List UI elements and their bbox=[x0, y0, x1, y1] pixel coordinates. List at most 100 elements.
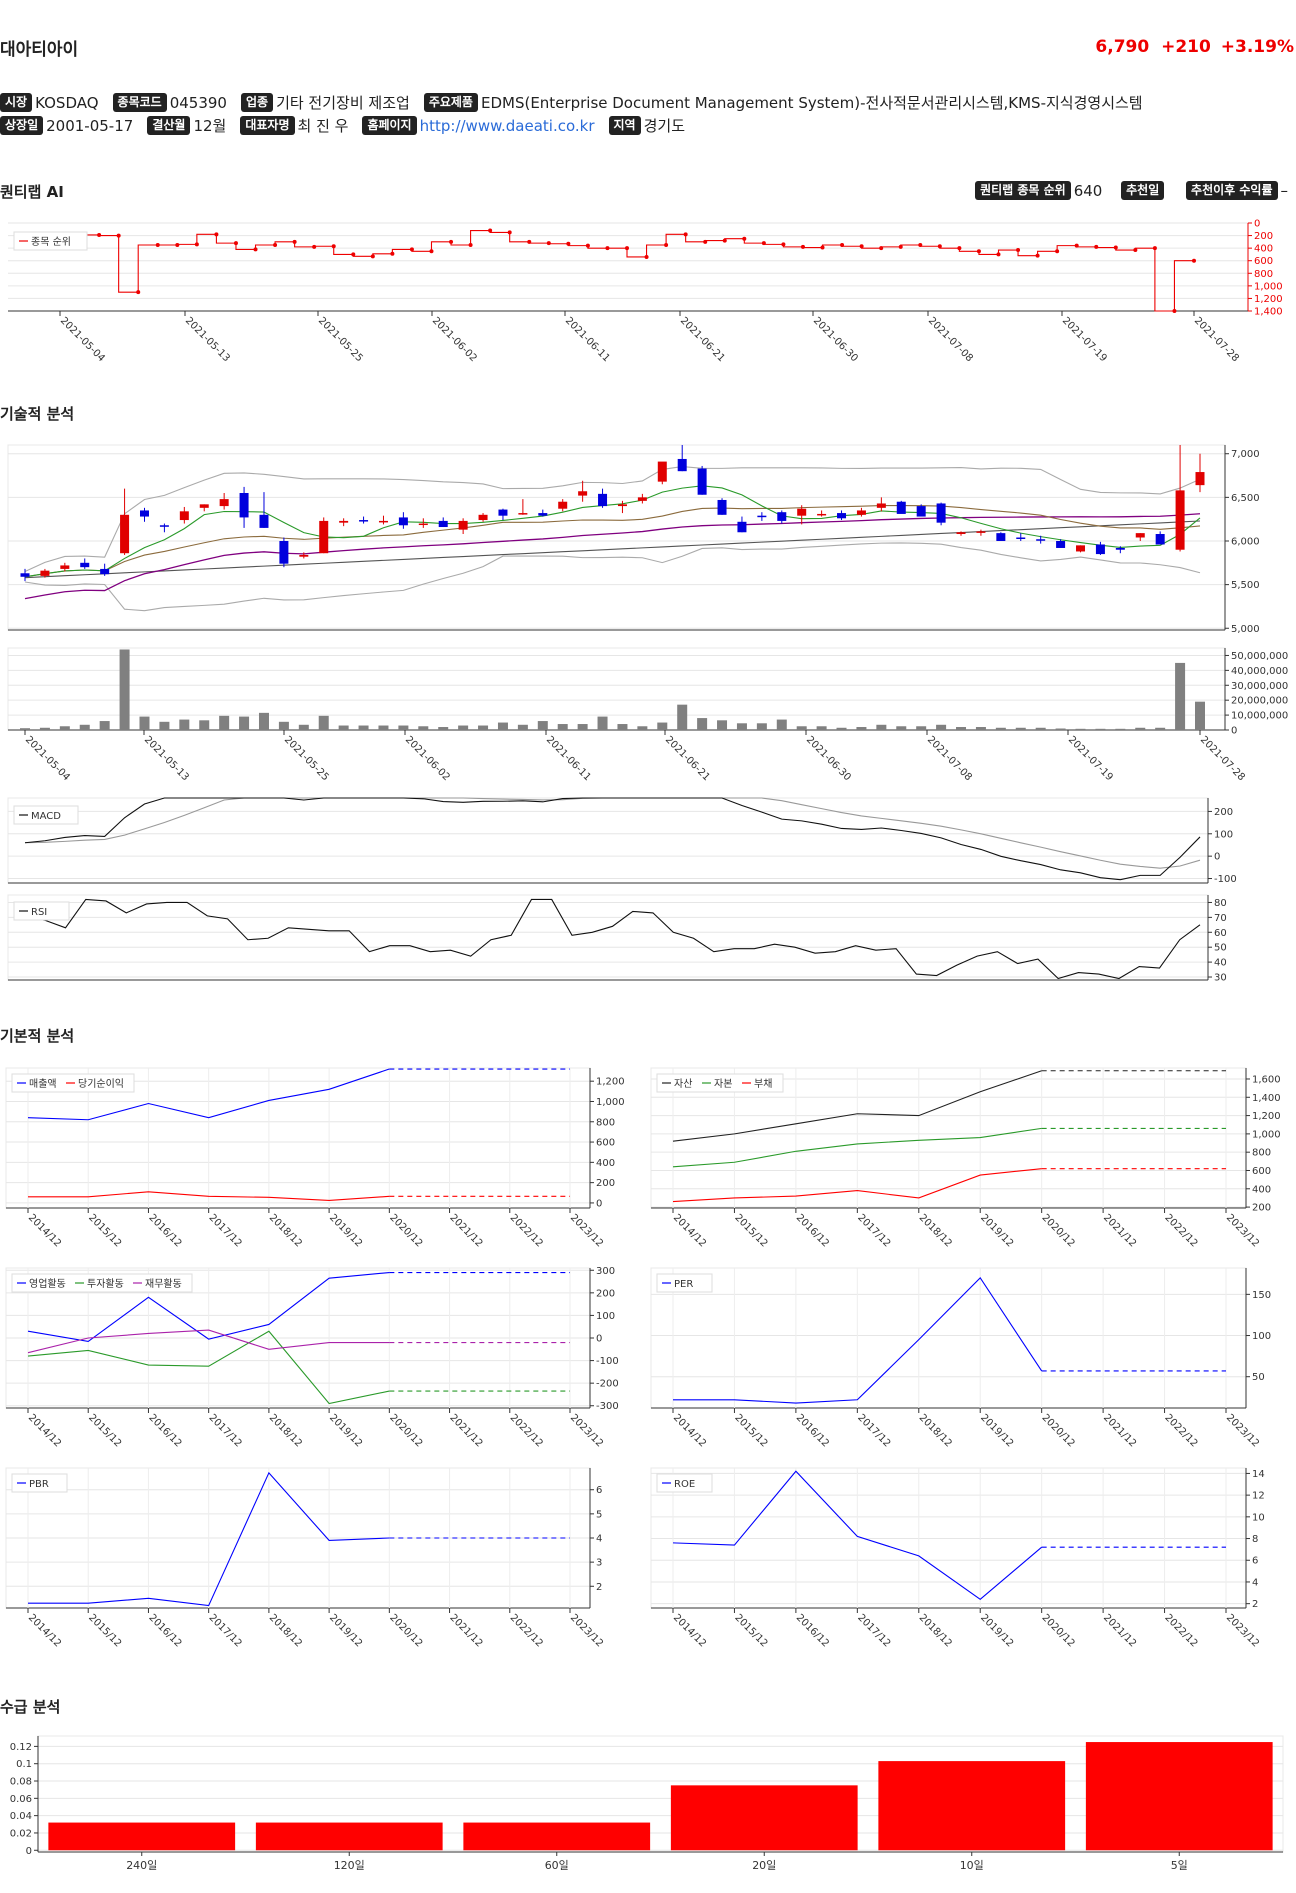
y-tick-label: 1,200 bbox=[1252, 1111, 1281, 1122]
rank-point bbox=[918, 243, 923, 247]
candle-body bbox=[856, 510, 866, 515]
candle-body bbox=[657, 461, 667, 482]
candle-body bbox=[279, 540, 289, 564]
volume-bar bbox=[1135, 727, 1146, 730]
info-value: 기타 전기장비 제조업 bbox=[276, 94, 410, 112]
rank-point bbox=[585, 243, 590, 248]
candle-body bbox=[1016, 537, 1026, 539]
info-label: 대표자명 bbox=[240, 116, 295, 135]
legend-box bbox=[11, 1473, 68, 1493]
x-tick-label: 2021-06-11 bbox=[563, 315, 612, 364]
volume-bar bbox=[398, 725, 409, 730]
x-tick-label: 2016/12 bbox=[794, 1412, 831, 1449]
rank-point bbox=[194, 242, 199, 247]
series-line bbox=[672, 1470, 1043, 1601]
bollinger-upper bbox=[24, 465, 1201, 573]
y-tick-label: 200 bbox=[596, 1288, 615, 1299]
y-tick-label: 6 bbox=[596, 1485, 602, 1496]
x-tick-label: 2018/12 bbox=[917, 1612, 954, 1649]
ma-120 bbox=[24, 513, 1201, 600]
y-tick-label: 2 bbox=[596, 1582, 602, 1593]
x-tick-label: 2020/12 bbox=[1040, 1212, 1077, 1249]
rank-point bbox=[1192, 258, 1196, 263]
info-label: 종목코드 bbox=[112, 93, 167, 112]
rank-point bbox=[1133, 248, 1138, 253]
legend-box bbox=[13, 231, 88, 251]
volume-bar bbox=[418, 726, 429, 730]
x-tick-label: 2023/12 bbox=[1224, 1212, 1261, 1249]
rank-point bbox=[957, 246, 962, 251]
homepage-link[interactable]: http://www.daeati.co.kr bbox=[419, 116, 595, 135]
x-tick-label: 2017/12 bbox=[855, 1412, 892, 1449]
y-tick-label: 7,000 bbox=[1231, 449, 1260, 460]
x-tick-label: 2020/12 bbox=[387, 1612, 424, 1649]
candle-body bbox=[1095, 544, 1105, 555]
y-tick-label: 0 bbox=[1214, 852, 1220, 863]
y-tick-label: 150 bbox=[1252, 1290, 1271, 1301]
x-tick-label: 2021-06-30 bbox=[804, 734, 853, 783]
y-tick-label: 3 bbox=[596, 1558, 602, 1569]
x-tick-label: 2019/12 bbox=[327, 1612, 364, 1649]
plot-area bbox=[7, 797, 1209, 884]
y-tick-label: 1,400 bbox=[1254, 307, 1283, 318]
y-tick-label: 400 bbox=[1254, 244, 1273, 255]
rank-point bbox=[1074, 243, 1079, 248]
info-row-1: 시장 KOSDAQ 종목코드 045390 업종 기타 전기장비 제조업 주요제품 EDMS(… bbox=[0, 92, 1157, 113]
volume-bar bbox=[896, 726, 907, 730]
candle-body bbox=[837, 513, 847, 519]
candle-body bbox=[418, 523, 428, 526]
legend-label: RSI bbox=[31, 907, 47, 918]
rank-point bbox=[683, 232, 688, 237]
rank-point bbox=[429, 249, 434, 254]
x-tick-label: 2016/12 bbox=[146, 1212, 183, 1249]
rank-point bbox=[840, 243, 845, 247]
volume-bar bbox=[258, 712, 269, 730]
legend-label: 매출액 bbox=[29, 1078, 57, 1090]
x-tick-label: 2015/12 bbox=[732, 1412, 769, 1449]
volume-bar bbox=[557, 724, 568, 730]
supply-bar bbox=[255, 1822, 443, 1851]
candle-body bbox=[179, 511, 189, 521]
y-tick-label: 40 bbox=[1214, 958, 1227, 969]
volume-bar bbox=[139, 716, 150, 730]
info-label: 업종 bbox=[240, 93, 274, 112]
candle-body bbox=[259, 514, 269, 528]
y-tick-label: 60 bbox=[1214, 928, 1227, 939]
info-value: 경기도 bbox=[643, 117, 685, 135]
rank-point bbox=[722, 238, 727, 243]
candle-body bbox=[538, 513, 548, 516]
x-tick-label: 2021-05-04 bbox=[58, 315, 107, 364]
rank-point bbox=[566, 241, 571, 246]
volume-bar bbox=[677, 704, 688, 730]
y-tick-label: 20,000,000 bbox=[1231, 696, 1288, 707]
candle-body bbox=[159, 525, 169, 527]
volume-bar bbox=[537, 721, 548, 730]
rank-point bbox=[1055, 249, 1060, 254]
legend-box bbox=[656, 1273, 713, 1293]
x-tick-label: 2014/12 bbox=[26, 1212, 63, 1249]
rank-point bbox=[312, 244, 317, 249]
candle-body bbox=[777, 512, 787, 521]
candle-body bbox=[80, 562, 90, 568]
x-tick-label: 2018/12 bbox=[267, 1212, 304, 1249]
rank-point bbox=[292, 239, 297, 244]
info-label: 상장일 bbox=[0, 116, 44, 135]
y-tick-label: 600 bbox=[1254, 256, 1273, 267]
rank-point bbox=[370, 254, 375, 259]
x-tick-label: 2021/12 bbox=[1101, 1412, 1138, 1449]
candle-body bbox=[1115, 547, 1125, 550]
volume-bar bbox=[995, 727, 1006, 730]
x-tick-label: 120일 bbox=[334, 1858, 365, 1872]
y-tick-label: 300 bbox=[596, 1266, 615, 1277]
y-tick-label: 800 bbox=[596, 1117, 615, 1128]
x-tick-label: 2018/12 bbox=[917, 1412, 954, 1449]
volume-bar bbox=[219, 715, 230, 730]
volume-bar bbox=[597, 716, 608, 730]
volume-bar bbox=[916, 726, 927, 730]
x-tick-label: 2023/12 bbox=[1224, 1612, 1261, 1649]
rank-point bbox=[761, 241, 766, 246]
volume-bar bbox=[876, 724, 887, 730]
y-tick-label: 5,000 bbox=[1231, 624, 1260, 635]
candle-body bbox=[339, 520, 349, 523]
x-tick-label: 2015/12 bbox=[86, 1412, 123, 1449]
